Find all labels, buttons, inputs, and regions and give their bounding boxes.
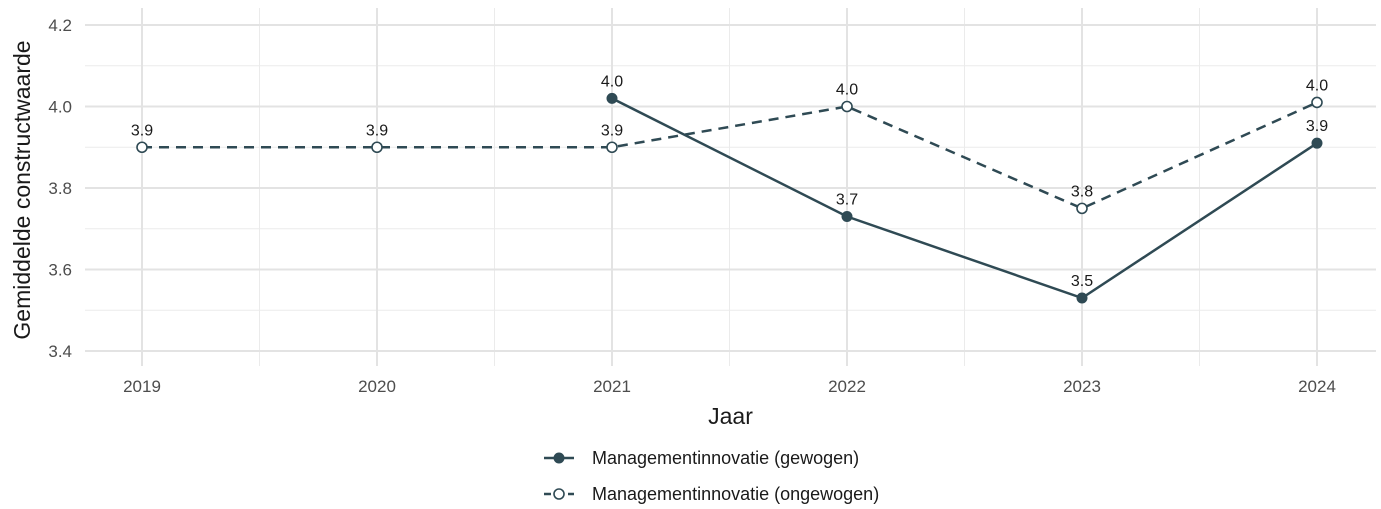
y-tick-label: 3.6 (48, 261, 72, 280)
legend-swatch-marker-ongewogen (553, 488, 565, 500)
x-axis-ticks: 2019 2020 2021 2022 2023 2024 (123, 377, 1336, 396)
data-point-ongewogen (1076, 202, 1088, 215)
data-label-ongewogen: 3.8 (1071, 183, 1093, 200)
y-tick-label: 4.2 (48, 16, 72, 35)
series-line-gewogen (611, 97, 1318, 300)
data-label-ongewogen: 4.0 (1306, 77, 1328, 94)
series-layer (136, 92, 1323, 304)
data-point-ongewogen (841, 100, 853, 113)
data-point-gewogen (1076, 292, 1088, 304)
data-point-gewogen (841, 211, 853, 223)
y-tick-label: 3.8 (48, 179, 72, 198)
data-point-ongewogen (136, 141, 148, 154)
y-axis-title: Gemiddelde constructwaarde (9, 40, 35, 339)
grid (85, 8, 1376, 366)
x-tick-label: 2021 (593, 377, 631, 396)
data-labels-layer: 3.9 3.9 3.9 4.0 3.8 4.0 4.0 3.7 3.5 3.9 (131, 73, 1328, 290)
x-tick-label: 2019 (123, 377, 161, 396)
data-point-gewogen (606, 92, 618, 104)
data-label-ongewogen: 3.9 (131, 122, 153, 139)
legend: Managementinnovatie (gewogen) Management… (544, 448, 879, 504)
legend-swatch-marker-gewogen (553, 452, 565, 464)
data-label-gewogen: 3.7 (836, 192, 858, 209)
data-label-gewogen: 4.0 (601, 73, 623, 90)
y-tick-label: 3.4 (48, 342, 72, 361)
y-tick-label: 4.0 (48, 98, 72, 117)
legend-item-ongewogen: Managementinnovatie (ongewogen) (544, 484, 879, 504)
data-label-ongewogen: 4.0 (836, 82, 858, 99)
y-axis-ticks: 3.4 3.6 3.8 4.0 4.2 (48, 16, 72, 361)
x-tick-label: 2023 (1063, 377, 1101, 396)
data-point-ongewogen (606, 141, 618, 154)
legend-label-ongewogen: Managementinnovatie (ongewogen) (592, 484, 879, 504)
data-label-ongewogen: 3.9 (366, 122, 388, 139)
data-label-gewogen: 3.5 (1071, 273, 1093, 290)
x-axis-title: Jaar (708, 403, 753, 429)
x-tick-label: 2020 (358, 377, 396, 396)
legend-item-gewogen: Managementinnovatie (gewogen) (544, 448, 859, 468)
legend-label-gewogen: Managementinnovatie (gewogen) (592, 448, 859, 468)
data-label-ongewogen: 3.9 (601, 122, 623, 139)
data-point-ongewogen (1311, 96, 1323, 109)
data-label-gewogen: 3.9 (1306, 118, 1328, 135)
data-point-gewogen (1311, 137, 1323, 149)
series-line-ongewogen (142, 101, 1318, 210)
x-tick-label: 2024 (1298, 377, 1336, 396)
x-tick-label: 2022 (828, 377, 866, 396)
data-point-ongewogen (371, 141, 383, 154)
